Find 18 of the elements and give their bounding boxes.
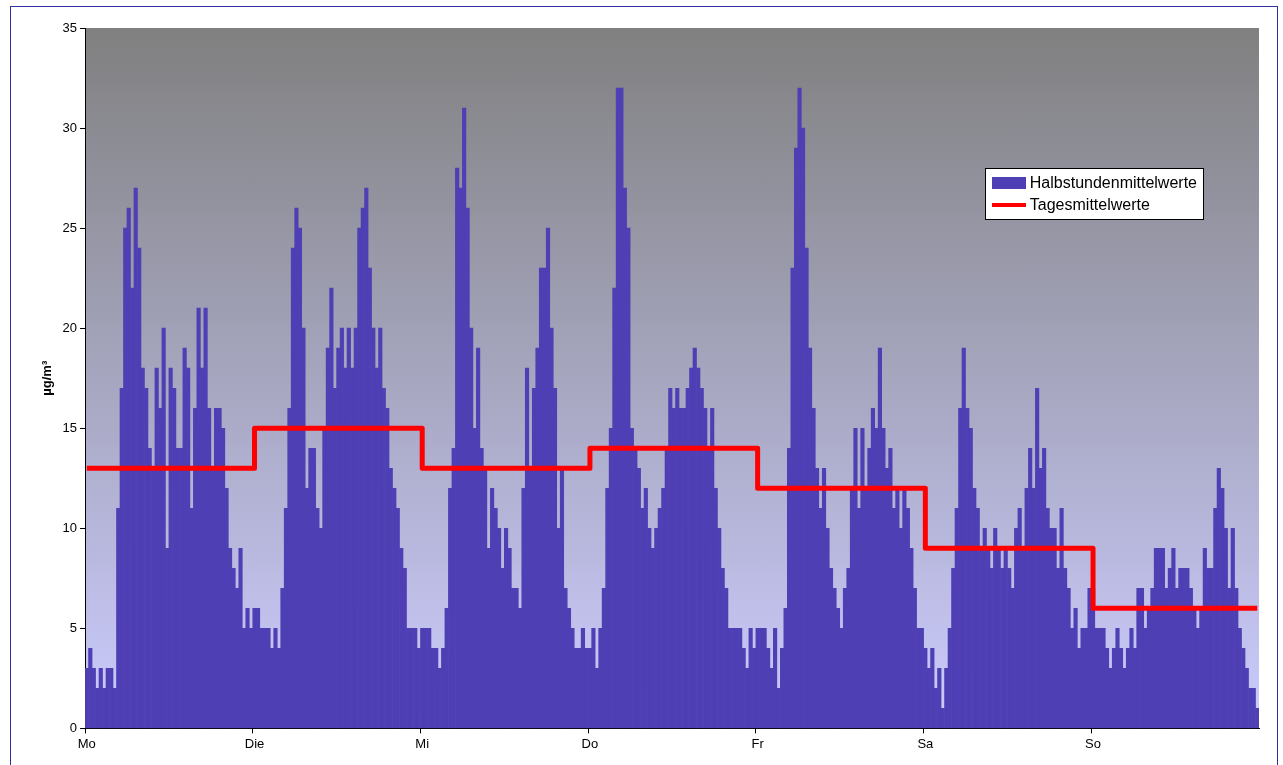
x-tick-label: Sa [917, 735, 935, 751]
y-tick-label: 25 [62, 219, 78, 235]
x-tick-label: Die [244, 735, 265, 751]
y-tick-label: 15 [62, 419, 78, 435]
y-axis-title: µg/m³ [39, 360, 55, 396]
y-tick-label: 20 [62, 319, 78, 335]
x-tick-label: Mo [77, 735, 96, 751]
y-tick-label: 30 [62, 119, 78, 135]
x-tick-label: Fr [751, 735, 765, 751]
y-tick-label: 35 [62, 19, 78, 35]
x-tick-label: Do [581, 735, 599, 751]
y-tick-label: 10 [62, 519, 78, 535]
x-tick-label: So [1085, 735, 1101, 751]
legend-label: Halbstundenmittelwerte [1029, 174, 1197, 192]
y-tick-label: 5 [69, 619, 78, 635]
legend-label: Tagesmittelwerte [1029, 196, 1150, 214]
y-tick-label: 0 [69, 719, 78, 735]
x-tick-label: Mi [415, 735, 430, 751]
